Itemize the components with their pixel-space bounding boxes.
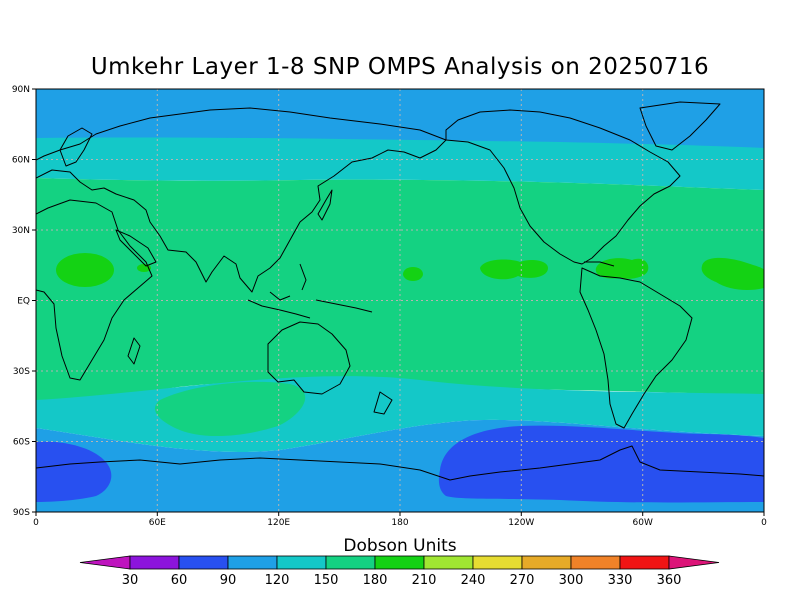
colorbar-swatch [423, 555, 474, 570]
colorbar-swatch [472, 555, 523, 570]
maximum-pacific-120w [480, 259, 548, 280]
colorbar-label: 180 [363, 573, 388, 588]
lat-label-eq: EQ [17, 297, 30, 307]
colorbar: 30 60 90 120 150 180 210 240 270 300 330 360 [79, 555, 720, 588]
lon-ticks [35, 512, 765, 516]
lon-label-0-right: 0 [761, 518, 767, 528]
lat-label-90s: 90S [13, 508, 30, 518]
colorbar-swatch [325, 555, 376, 570]
colorbar-swatch [374, 555, 425, 570]
colorbar-swatch [619, 555, 670, 570]
lat-label-60s: 60S [13, 438, 30, 448]
colorbar-arrow-low [79, 555, 131, 570]
lon-label-0: 0 [33, 518, 39, 528]
lon-label-60w: 60W [633, 518, 653, 528]
colorbar-label: 210 [412, 573, 437, 588]
colorbar-label: 150 [314, 573, 339, 588]
maximum-caribbean [595, 258, 649, 279]
minimum-antarctica-west [438, 425, 764, 503]
lon-label-120e: 120E [267, 518, 290, 528]
zone-120-150-north [36, 137, 764, 190]
maximum-pacific-160w [403, 267, 423, 281]
colorbar-swatch [178, 555, 229, 570]
lon-label-60e: 60E [149, 518, 166, 528]
graticule [36, 89, 764, 512]
minimum-antarctica-east [36, 441, 112, 502]
maximum-atlantic [701, 257, 764, 290]
map-title: Umkehr Layer 1-8 SNP OMPS Analysis on 20… [90, 54, 710, 80]
colorbar-swatch [129, 555, 180, 570]
coastlines [36, 101, 764, 481]
lat-label-90n: 90N [12, 85, 30, 95]
zone-150-180-indian-ocean [155, 381, 306, 437]
colorbar-label: 60 [171, 573, 188, 588]
lat-label-30s: 30S [13, 367, 30, 377]
colorbar-label: 270 [510, 573, 535, 588]
colorbar-title: Dobson Units [343, 536, 457, 556]
colorbar-label: 120 [265, 573, 290, 588]
colorbar-swatch [276, 555, 327, 570]
colorbar-arrow-high [668, 555, 720, 570]
colorbar-swatch [227, 555, 278, 570]
colorbar-label: 90 [220, 573, 237, 588]
colorbar-label: 240 [461, 573, 486, 588]
lat-ticks [32, 88, 36, 513]
colorbar-label: 360 [657, 573, 682, 588]
lat-label-30n: 30N [12, 226, 30, 236]
colorbar-label: 300 [559, 573, 584, 588]
lon-label-120w: 120W [508, 518, 534, 528]
colorbar-swatch [570, 555, 621, 570]
lon-label-180: 180 [391, 518, 408, 528]
colorbar-swatch [521, 555, 572, 570]
maximum-north-africa [56, 253, 114, 287]
colorbar-label: 330 [608, 573, 633, 588]
lat-label-60n: 60N [12, 156, 30, 166]
colorbar-label: 30 [122, 573, 139, 588]
